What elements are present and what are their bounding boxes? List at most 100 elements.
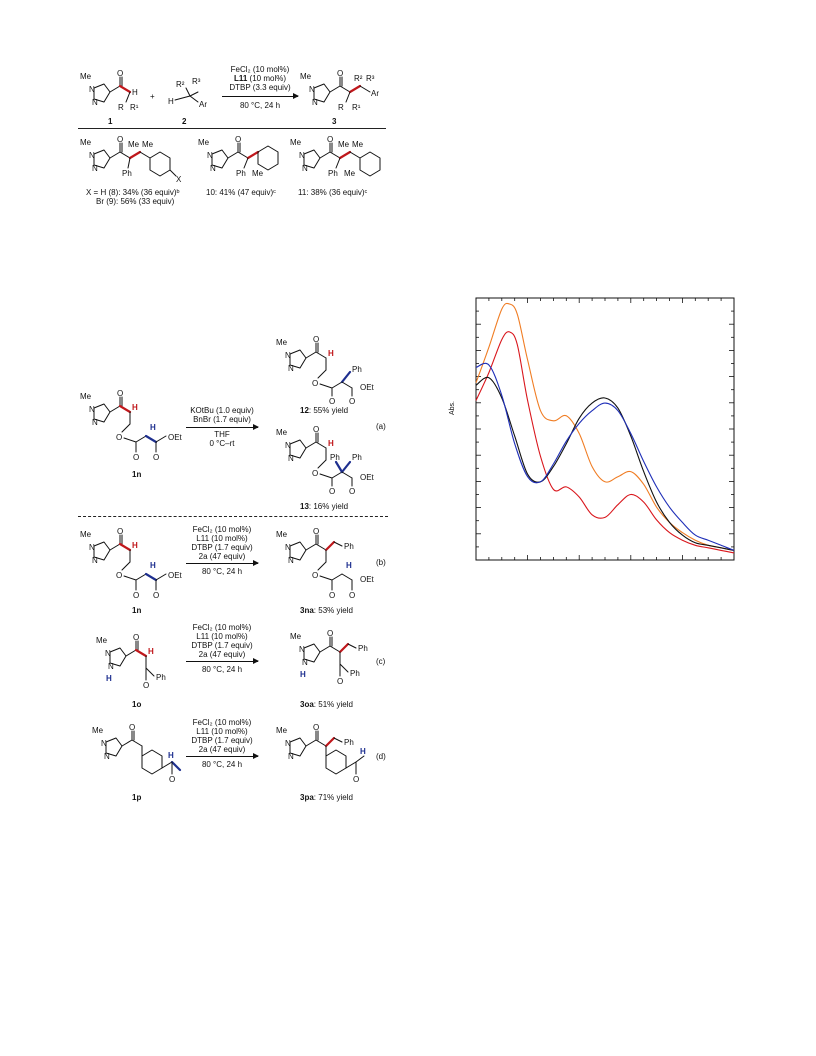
svg-text:R: R (118, 103, 124, 112)
svg-text:O: O (329, 591, 335, 600)
svg-text:H: H (328, 439, 334, 448)
svg-text:N: N (285, 441, 291, 450)
svg-text:N: N (104, 752, 110, 761)
svg-text:Me: Me (142, 140, 154, 149)
svg-text:Ph: Ph (122, 169, 132, 178)
svg-text:N: N (299, 151, 305, 160)
svg-text:N: N (92, 556, 98, 565)
reaction-arrow-b (186, 560, 259, 566)
svg-text:O: O (327, 135, 333, 144)
scheme1-cond-1: FeCl₂ (10 mol%) (230, 65, 290, 74)
scheme-c-cond-3: DTBP (1.7 equiv) (191, 641, 253, 650)
svg-text:Me: Me (252, 169, 264, 178)
product-10-structure: Me N N O Ph Me (198, 135, 279, 178)
svg-text:R²: R² (176, 80, 185, 89)
product-12-structure: Me N N O H O Ph OEt O O (276, 335, 375, 406)
absorbance-series-2 (475, 331, 735, 554)
svg-text:O: O (117, 527, 123, 536)
absorbance-series-1 (475, 302, 735, 551)
uv-vis-chart (475, 297, 735, 561)
svg-text:O: O (133, 591, 139, 600)
plus-sign: + (150, 92, 155, 101)
svg-text:O: O (312, 469, 318, 478)
product-3oa-caption: 3oa: 51% yield (300, 700, 353, 709)
product-3na-caption: 3na: 53% yield (300, 606, 353, 615)
svg-text:O: O (143, 681, 149, 690)
svg-text:O: O (117, 135, 123, 144)
product-11-structure: Me N N O Me Me Ph Me (290, 135, 381, 178)
scheme-divider (78, 128, 386, 129)
svg-text:O: O (133, 453, 139, 462)
svg-text:H: H (360, 747, 366, 756)
svg-text:N: N (89, 151, 95, 160)
svg-text:N: N (207, 151, 213, 160)
svg-text:R: R (338, 103, 344, 112)
svg-text:H: H (132, 88, 138, 97)
svg-text:OEt: OEt (168, 571, 183, 580)
svg-text:O: O (313, 723, 319, 732)
svg-text:Me: Me (198, 138, 210, 147)
scheme-c-cond-5: 80 °C, 24 h (201, 665, 243, 674)
product-8-caption: X = H (8): 34% (36 equiv)ᵇ (86, 188, 180, 197)
svg-text:Me: Me (80, 392, 92, 401)
svg-text:O: O (337, 677, 343, 686)
reaction-arrow (222, 93, 299, 99)
svg-text:OEt: OEt (360, 575, 375, 584)
svg-text:H: H (106, 674, 112, 683)
product-13-caption: 13: 16% yield (300, 502, 349, 511)
scheme1-cond-3: DTBP (3.3 equiv) (229, 83, 291, 92)
svg-text:Me: Me (276, 338, 288, 347)
svg-text:N: N (285, 739, 291, 748)
svg-text:Ph: Ph (236, 169, 246, 178)
absorbance-series-4 (475, 362, 735, 551)
scheme-a-cond-4: 0 °C–rt (209, 439, 235, 448)
svg-text:O: O (117, 69, 123, 78)
svg-text:N: N (92, 418, 98, 427)
svg-text:OEt: OEt (360, 383, 375, 392)
svg-text:Ar: Ar (371, 89, 379, 98)
svg-text:Ph: Ph (352, 365, 362, 374)
product-3-structure: Me N N O R² R³ Ar R R¹ (300, 69, 379, 112)
chart-ylabel: Abs. (449, 400, 456, 415)
scheme-d-cond-5: 80 °C, 24 h (201, 760, 243, 769)
dashed-divider (78, 516, 388, 517)
svg-text:N: N (288, 364, 294, 373)
svg-text:O: O (327, 629, 333, 638)
svg-text:O: O (313, 335, 319, 344)
svg-text:N: N (92, 98, 98, 107)
scheme-c-cond-2: L11 (10 mol%) (196, 632, 248, 641)
svg-text:N: N (92, 164, 98, 173)
svg-text:O: O (353, 775, 359, 784)
svg-text:Ph: Ph (156, 673, 166, 682)
svg-text:N: N (288, 454, 294, 463)
svg-text:Me: Me (338, 140, 350, 149)
scheme-b-cond-3: DTBP (1.7 equiv) (191, 543, 253, 552)
product-3pa-structure: Me N N O Ph H O (276, 723, 366, 784)
substrate-1n-structure-a: Me N N O H O H OEt O O (80, 389, 183, 462)
svg-text:N: N (285, 351, 291, 360)
svg-text:O: O (116, 571, 122, 580)
absorbance-series-3 (475, 376, 735, 551)
scheme-a-tag: (a) (376, 422, 386, 431)
svg-text:Me: Me (96, 636, 108, 645)
svg-text:Ph: Ph (344, 738, 354, 747)
product-3-label: 3 (332, 117, 337, 126)
svg-text:O: O (337, 69, 343, 78)
svg-text:O: O (153, 453, 159, 462)
product-3pa-caption: 3pa: 71% yield (300, 793, 353, 802)
reactant-2-structure: R² R³ H Ar (168, 77, 207, 109)
svg-text:N: N (89, 405, 95, 414)
svg-text:Me: Me (276, 726, 288, 735)
svg-text:O: O (312, 571, 318, 580)
svg-text:H: H (168, 751, 174, 760)
substrate-1p-structure: Me N N O H O (92, 723, 182, 784)
svg-text:Me: Me (92, 726, 104, 735)
product-13-structure: Me N N O H O Ph Ph OEt O O (276, 425, 375, 496)
reaction-arrow-c (186, 658, 259, 664)
product-10-caption: 10: 41% (47 equiv)ᶜ (206, 188, 276, 197)
svg-text:Me: Me (344, 169, 356, 178)
substrate-1n-label-a: 1n (132, 470, 142, 479)
product-11-caption: 11: 38% (36 equiv)ᶜ (298, 188, 368, 197)
svg-text:N: N (312, 98, 318, 107)
scheme-c-cond-1: FeCl₂ (10 mol%) (192, 623, 252, 632)
